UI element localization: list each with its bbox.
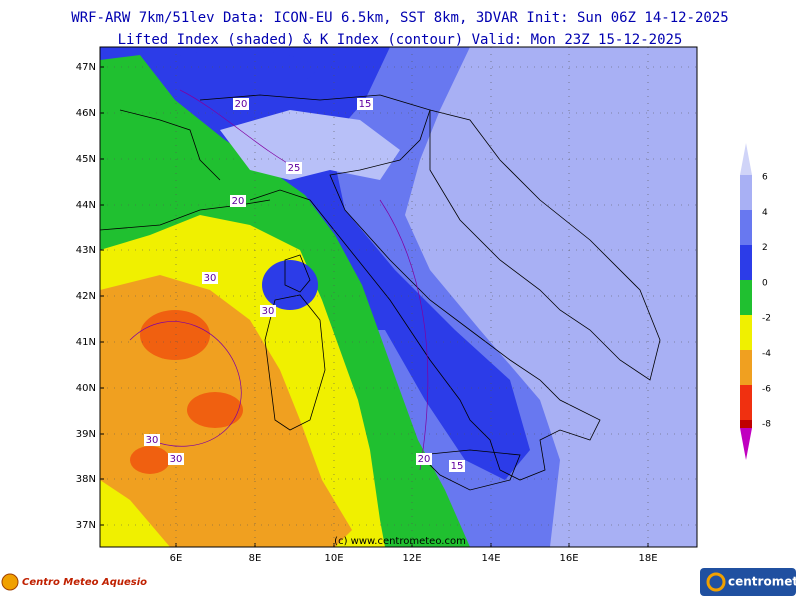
contour-label-bg	[357, 98, 373, 110]
header-line1: WRF-ARW 7km/51lev Data: ICON-EU 6.5km, S…	[71, 10, 728, 26]
contour-label: 30	[262, 306, 275, 317]
color-legend	[740, 143, 752, 460]
legend-swatch	[740, 245, 752, 280]
lon-label: 8E	[249, 553, 262, 564]
contour-label: 20	[232, 196, 245, 207]
lat-label: 46N	[76, 108, 96, 119]
lat-label: 42N	[76, 291, 96, 302]
legend-swatch	[740, 420, 752, 428]
contour-label: 15	[359, 99, 372, 110]
footer-right-logo: centrometeo	[700, 568, 800, 596]
map-field	[100, 47, 697, 547]
legend-swatch	[740, 210, 752, 245]
contour-label-bg	[230, 195, 246, 207]
lon-label: 14E	[481, 553, 500, 564]
legend-label: 0	[762, 278, 768, 288]
lat-label: 37N	[76, 520, 96, 531]
lat-label: 47N	[76, 62, 96, 73]
legend-label: -2	[762, 314, 771, 324]
legend-label: 6	[762, 173, 768, 183]
footer-left: Centro Meteo Aquesio	[22, 577, 147, 588]
legend-label: 4	[762, 208, 768, 218]
footer-left-logo: Centro Meteo Aquesio	[1, 573, 147, 591]
contour-label-bg	[202, 272, 218, 284]
legend-label: -4	[762, 349, 771, 359]
legend-swatch	[740, 280, 752, 315]
watermark: (c) www.centrometeo.com	[334, 536, 466, 547]
lat-label: 41N	[76, 337, 96, 348]
legend-label: -6	[762, 384, 771, 394]
contour-label-bg	[286, 162, 302, 174]
legend-labels: 6 4 2 0 -2 -4 -6 -8	[762, 173, 771, 430]
contour-label: 20	[235, 99, 248, 110]
legend-swatch	[740, 315, 752, 350]
contour-label: 30	[146, 435, 159, 446]
contour-label: 15	[451, 461, 464, 472]
contour-label-bg	[233, 98, 249, 110]
contour-label-bg	[144, 434, 160, 446]
lon-label: 12E	[402, 553, 421, 564]
contour-label-bg	[416, 453, 432, 465]
lon-label: 6E	[170, 553, 183, 564]
contour-label: 30	[204, 273, 217, 284]
contour-label-bg	[449, 460, 465, 472]
lat-lon-grid	[100, 47, 697, 547]
legend-label: -8	[762, 420, 771, 430]
lon-label: 18E	[638, 553, 657, 564]
contour-label: 20	[418, 454, 431, 465]
legend-bottom-arrow	[740, 428, 752, 460]
lon-label: 10E	[324, 553, 343, 564]
lat-label: 39N	[76, 429, 96, 440]
contour-label-bg	[168, 453, 184, 465]
lat-label: 43N	[76, 245, 96, 256]
lat-label: 45N	[76, 154, 96, 165]
header-line2: Lifted Index (shaded) & K Index (contour…	[118, 32, 683, 48]
footer-right: centrometeo	[728, 575, 800, 589]
lat-label: 38N	[76, 474, 96, 485]
contour-label: 25	[288, 163, 301, 174]
lat-label: 40N	[76, 383, 96, 394]
legend-top-arrow	[740, 143, 752, 175]
legend-label: 2	[762, 243, 768, 253]
legend-swatch	[740, 385, 752, 420]
map-frame	[99, 46, 698, 548]
contour-label-bg	[260, 305, 276, 317]
lat-label: 44N	[76, 200, 96, 211]
contour-label: 30	[170, 454, 183, 465]
legend-swatch	[740, 350, 752, 385]
legend-swatch	[740, 175, 752, 210]
lon-label: 16E	[559, 553, 578, 564]
